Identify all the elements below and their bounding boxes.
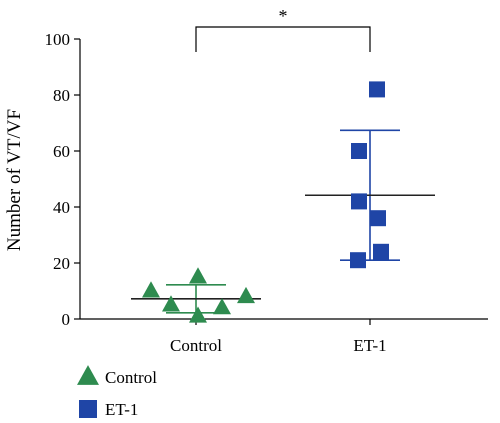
y-tick-label: 0 <box>62 310 71 329</box>
data-point-square <box>351 143 367 159</box>
data-point-square <box>373 243 389 260</box>
data-point-triangle <box>237 286 255 304</box>
data-point-square <box>370 210 386 227</box>
significance-label: * <box>279 6 288 26</box>
significance-bracket: * <box>195 6 371 52</box>
y-tick-label: 100 <box>45 30 71 49</box>
x-categories: Control ET-1 <box>170 319 387 355</box>
data-point-triangle <box>162 295 180 312</box>
data-point-square <box>351 193 367 210</box>
data-point-triangle <box>189 267 207 284</box>
y-tick-label: 60 <box>53 142 70 161</box>
bracket-line <box>195 26 371 52</box>
data-point-triangle <box>189 306 207 323</box>
y-ticks: 0 20 40 60 80 100 <box>45 30 80 329</box>
y-tick-label: 20 <box>53 254 70 273</box>
x-category-label: ET-1 <box>353 336 386 355</box>
y-axis-title: Number of VT/VF <box>4 109 25 251</box>
legend-marker-square <box>79 400 97 418</box>
legend: Control ET-1 <box>77 365 157 419</box>
data-points <box>142 81 389 323</box>
x-category-label: Control <box>170 336 222 355</box>
data-point-square <box>350 252 366 269</box>
y-tick-label: 40 <box>53 198 70 217</box>
data-point-square <box>369 81 385 98</box>
legend-marker-triangle <box>77 365 99 385</box>
error-bars <box>131 129 435 314</box>
data-point-triangle <box>213 298 231 315</box>
data-point-triangle <box>142 281 160 298</box>
axes <box>79 39 488 320</box>
legend-label: Control <box>105 368 157 387</box>
legend-label: ET-1 <box>105 400 138 419</box>
y-tick-label: 80 <box>53 86 70 105</box>
